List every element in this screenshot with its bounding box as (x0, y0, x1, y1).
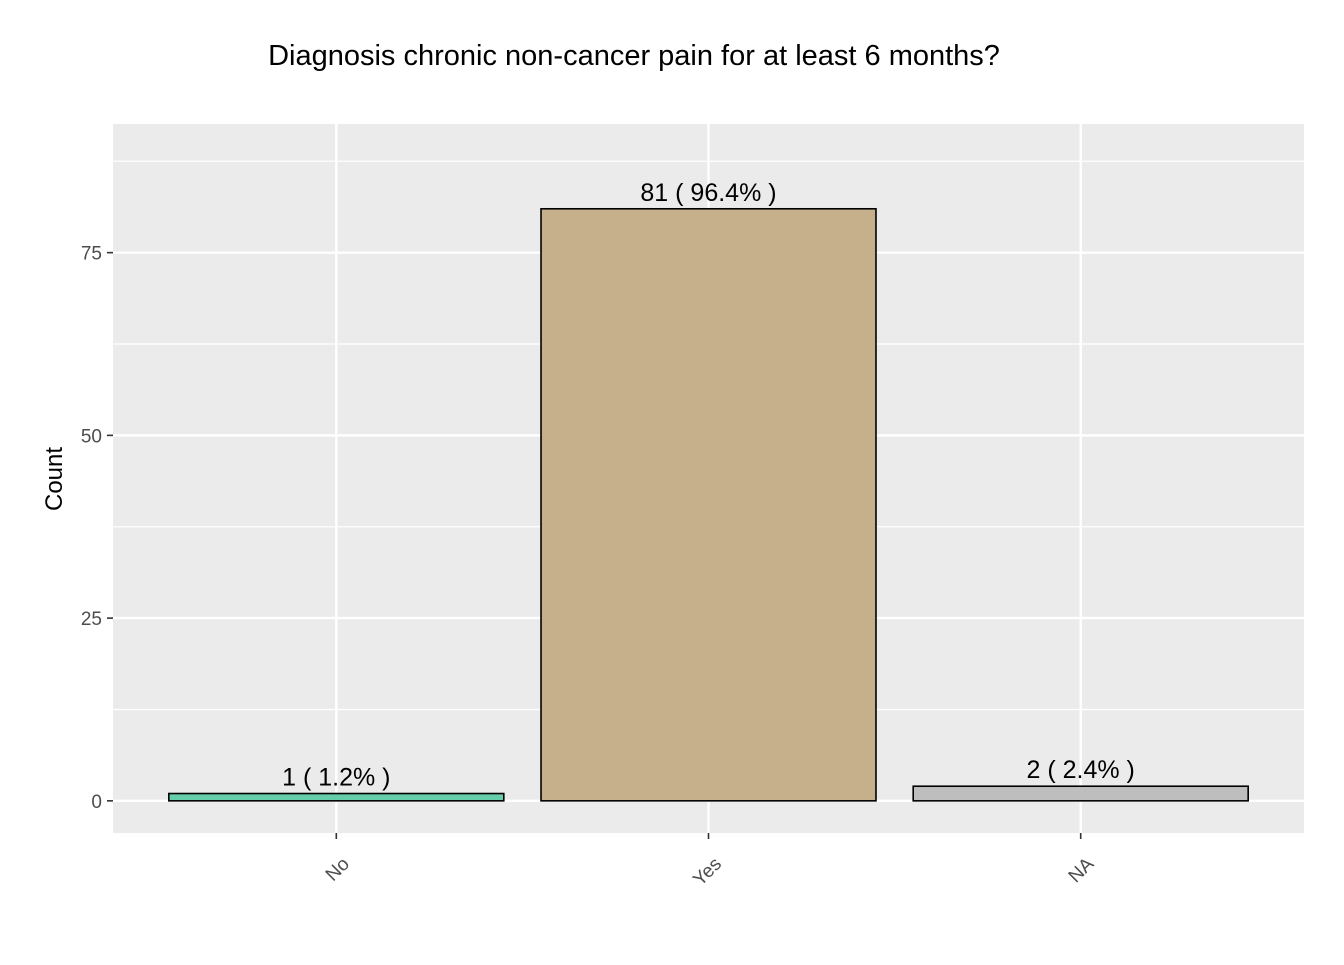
bar-value-label: 2 ( 2.4% ) (1027, 756, 1135, 784)
x-tick-label: No (322, 854, 354, 886)
bar-labels: 1 ( 1.2% ) 81 ( 96.4% ) 2 ( 2.4% ) (282, 179, 1135, 792)
x-tick-label: NA (1065, 853, 1099, 887)
bar-na (912, 785, 1249, 802)
y-axis: 0 25 50 75 (81, 244, 113, 813)
y-axis-label: Count (41, 447, 68, 511)
y-tick-label: 50 (81, 426, 102, 447)
bar-value-label: 1 ( 1.2% ) (282, 764, 390, 792)
chart-title: Diagnosis chronic non-cancer pain for at… (268, 40, 1000, 72)
y-tick-label: 25 (81, 609, 102, 630)
bar-no (168, 792, 505, 802)
x-tick-label: Yes (689, 854, 726, 891)
bar-yes (540, 207, 877, 802)
bar-value-label: 81 ( 96.4% ) (640, 179, 776, 207)
x-axis: No Yes NA (322, 833, 1099, 891)
bars (168, 207, 1249, 802)
y-tick-label: 75 (81, 244, 102, 265)
y-tick-label: 0 (91, 792, 102, 813)
